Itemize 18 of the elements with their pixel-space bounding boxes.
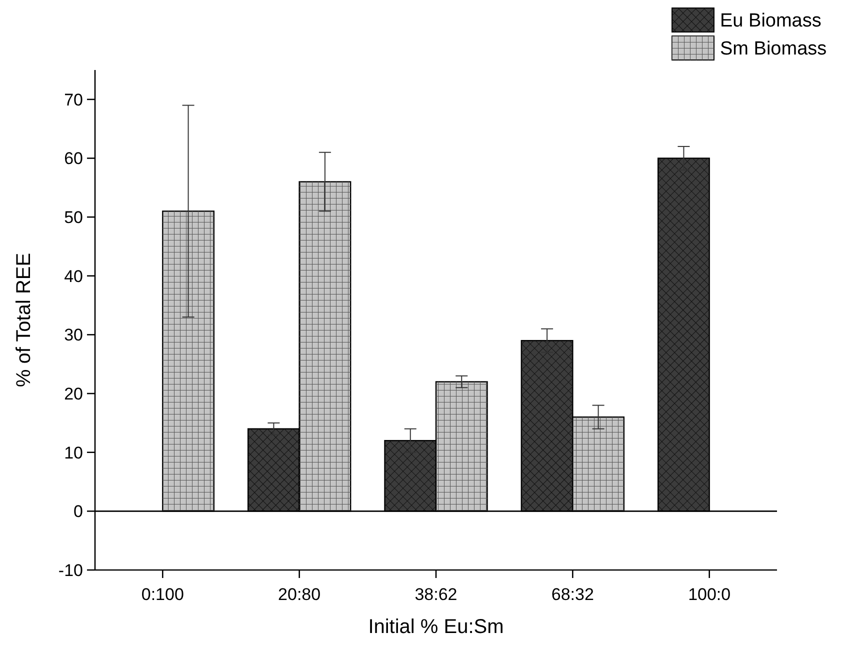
y-tick-label: 0 xyxy=(74,502,83,522)
x-tick-label: 20:80 xyxy=(278,585,321,604)
x-tick-label: 68:32 xyxy=(551,585,594,604)
y-tick-label: 60 xyxy=(64,149,83,168)
y-axis-title: % of Total REE xyxy=(13,252,35,388)
y-tick-label: 70 xyxy=(64,90,83,110)
y-tick-label: 50 xyxy=(64,208,83,228)
y-tick-label: 40 xyxy=(64,266,83,286)
y-tick-label: -10 xyxy=(58,560,83,580)
y-tick-label: 20 xyxy=(64,384,83,404)
y-tick-label: 30 xyxy=(64,326,83,345)
x-tick-label: 100:0 xyxy=(688,585,731,604)
x-tick-label: 38:62 xyxy=(414,585,458,604)
x-axis-title: Initial % Eu:Sm xyxy=(368,616,504,638)
legend-label: Eu Biomass xyxy=(720,10,822,32)
legend-label: Sm Biomass xyxy=(720,38,827,60)
x-tick-label: 0:100 xyxy=(141,585,184,604)
y-tick-label: 10 xyxy=(64,443,83,462)
